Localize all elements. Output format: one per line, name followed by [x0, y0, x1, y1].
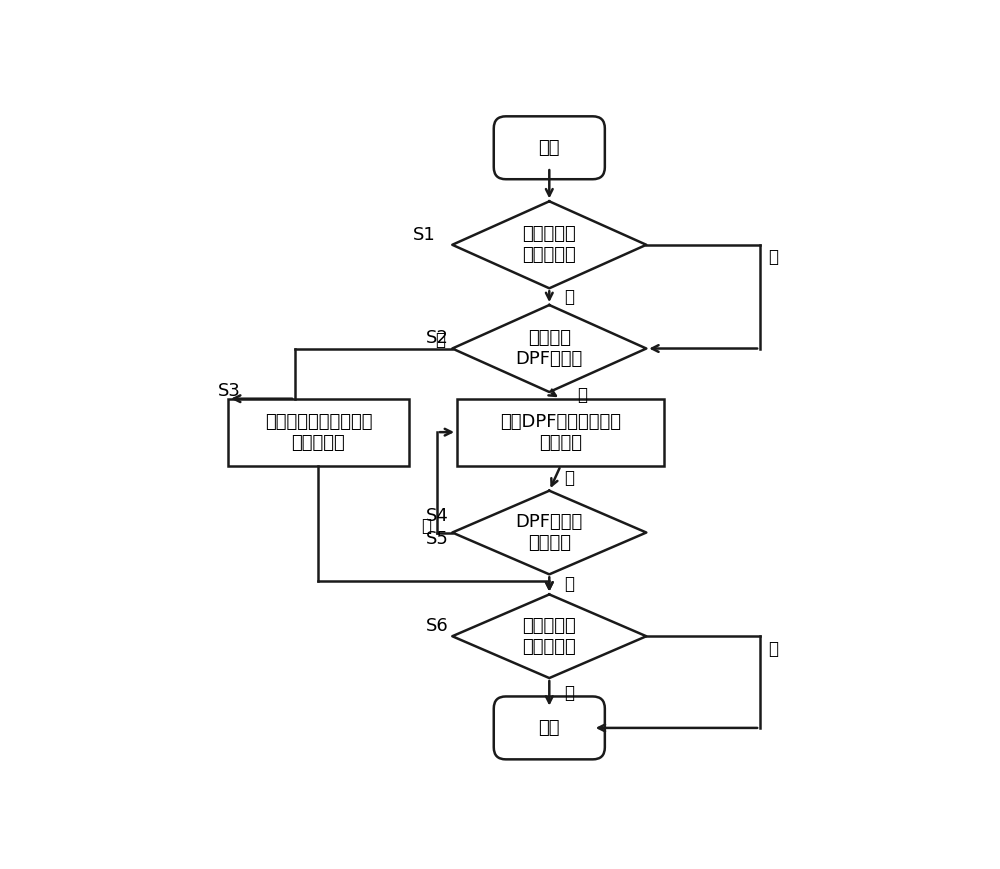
FancyBboxPatch shape	[494, 696, 605, 760]
Text: 否: 否	[768, 640, 778, 658]
Text: 是: 是	[564, 288, 574, 306]
Text: S2: S2	[426, 329, 449, 348]
Text: 是: 是	[564, 684, 574, 702]
Text: 是: 是	[564, 575, 574, 594]
Text: S5: S5	[426, 530, 449, 548]
Polygon shape	[452, 491, 646, 574]
Text: 实施废气旁通控制，以
消除硫中毒: 实施废气旁通控制，以 消除硫中毒	[265, 413, 372, 452]
Text: 是否需要
DPF再生？: 是否需要 DPF再生？	[516, 329, 583, 368]
Text: S6: S6	[426, 617, 449, 635]
Polygon shape	[452, 305, 646, 392]
Text: S4: S4	[426, 507, 449, 525]
Bar	[228, 399, 409, 466]
Text: 否: 否	[768, 249, 778, 266]
Text: 硫中毒消除
是否完成？: 硫中毒消除 是否完成？	[522, 617, 576, 655]
Text: 结束: 结束	[539, 719, 560, 737]
Text: 实施DPF再生，同时消
除硫中毒: 实施DPF再生，同时消 除硫中毒	[500, 413, 621, 452]
Text: 否: 否	[436, 331, 446, 349]
Polygon shape	[452, 202, 646, 289]
Text: 开始: 开始	[539, 139, 560, 156]
Text: 是: 是	[564, 469, 574, 488]
Text: DPF再生是
否完成？: DPF再生是 否完成？	[516, 513, 583, 552]
Text: 是否需要清
除硫中毒？: 是否需要清 除硫中毒？	[522, 225, 576, 264]
Text: S3: S3	[218, 381, 241, 400]
Bar	[457, 399, 664, 466]
Text: 是: 是	[577, 387, 587, 404]
Polygon shape	[452, 594, 646, 678]
Text: S1: S1	[413, 226, 436, 244]
Text: 否: 否	[422, 517, 432, 534]
FancyBboxPatch shape	[494, 116, 605, 179]
